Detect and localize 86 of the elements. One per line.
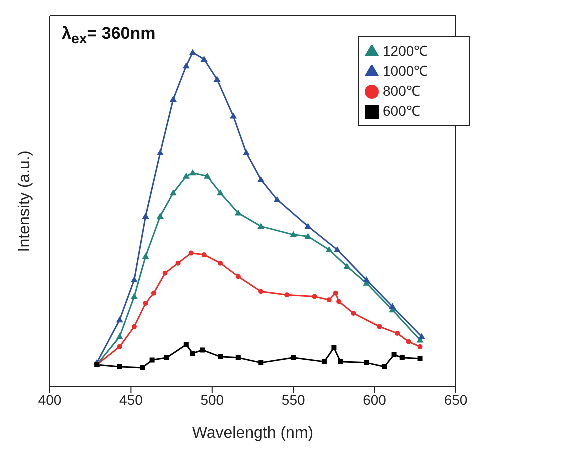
x-tick-label: 650 (444, 392, 468, 408)
point (116, 333, 124, 340)
point (182, 172, 190, 179)
x-tick-label: 500 (200, 392, 224, 408)
x-tick-label: 450 (120, 392, 144, 408)
y-axis-title: Intensity (a.u.) (16, 150, 34, 252)
point (150, 358, 155, 363)
point (189, 170, 196, 176)
point (326, 298, 332, 303)
x-tick-label: 550 (282, 392, 306, 408)
legend-label: 800℃ (383, 83, 420, 99)
point (418, 356, 423, 362)
legend-label: 1200℃ (383, 43, 428, 59)
point (214, 76, 221, 82)
point (217, 190, 224, 196)
point (234, 210, 242, 216)
point (189, 49, 196, 56)
point (236, 355, 241, 360)
point (304, 233, 312, 240)
point (290, 231, 298, 238)
point (184, 342, 189, 348)
point (400, 355, 405, 360)
point (164, 355, 170, 360)
point (116, 316, 124, 323)
point (291, 355, 296, 360)
point (117, 344, 122, 350)
point (182, 62, 190, 69)
point (284, 292, 290, 298)
point (363, 276, 370, 283)
point (406, 339, 412, 344)
x-tick-label: 400 (38, 392, 62, 408)
point (333, 290, 338, 296)
point (334, 246, 341, 252)
point (117, 364, 122, 370)
text: λ$_{ex}$= 360nm (62, 24, 156, 48)
point (395, 331, 400, 336)
point (236, 274, 241, 280)
point (364, 360, 370, 366)
point (418, 333, 426, 340)
point (218, 354, 224, 360)
point (142, 213, 150, 220)
legend-label: 600℃ (383, 103, 420, 119)
point (130, 293, 138, 300)
point (258, 176, 265, 182)
point (156, 150, 164, 156)
point (344, 263, 351, 270)
point (258, 289, 264, 294)
x-axis-title: Wavelength (nm) (192, 425, 314, 442)
point (230, 112, 238, 119)
point (382, 364, 388, 370)
point (322, 359, 327, 364)
point (142, 253, 150, 260)
legend-label: 1000℃ (383, 63, 428, 79)
point (304, 223, 312, 230)
point (188, 250, 194, 256)
point (351, 310, 356, 316)
point (243, 150, 250, 156)
point (326, 246, 333, 252)
point (200, 56, 208, 62)
point (170, 96, 177, 102)
point (377, 324, 382, 330)
point (130, 276, 138, 283)
point (274, 196, 281, 202)
point (162, 270, 168, 276)
point (218, 260, 224, 266)
x-tick-label: 600 (363, 392, 387, 408)
point (202, 252, 207, 258)
point (332, 345, 337, 350)
point (204, 172, 212, 179)
point (200, 348, 206, 353)
point (258, 223, 265, 230)
point (258, 360, 264, 366)
point (140, 365, 146, 370)
point (176, 260, 181, 266)
point (170, 190, 177, 196)
point (190, 351, 196, 356)
point (392, 352, 397, 358)
point (151, 290, 156, 296)
point (336, 299, 342, 304)
point (143, 300, 148, 306)
point (418, 344, 423, 350)
point (312, 294, 318, 300)
point (156, 213, 164, 220)
point (389, 303, 396, 310)
point (338, 359, 344, 364)
point (132, 324, 137, 330)
